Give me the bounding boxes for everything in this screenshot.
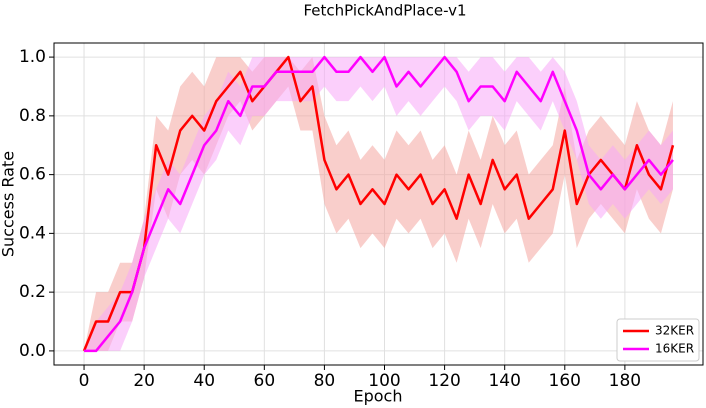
legend-label: 32KER	[655, 324, 694, 338]
plot-frame	[53, 42, 704, 366]
y-tick-label: 0.0	[19, 341, 46, 361]
x-tick-label: 100	[368, 371, 400, 391]
y-tick-label: 0.8	[19, 106, 46, 126]
x-tick-label: 40	[193, 371, 215, 391]
y-tick-label: 0.4	[19, 223, 46, 243]
x-tick-label: 180	[609, 371, 641, 391]
x-axis-label: Epoch	[354, 387, 403, 406]
x-tick-label: 60	[254, 371, 276, 391]
x-tick-label: 20	[133, 371, 155, 391]
series-line	[84, 55, 674, 353]
y-axis-label: Success Rate	[0, 151, 18, 257]
std-band	[84, 57, 673, 351]
y-tick-label: 0.6	[19, 165, 46, 185]
y-tick-label: 0.2	[19, 282, 46, 302]
x-tick-label: 140	[488, 371, 520, 391]
x-tick-label: 80	[314, 371, 336, 391]
legend-label: 16KER	[655, 342, 694, 356]
series-line	[82, 55, 675, 352]
legend-box	[616, 318, 700, 362]
std-band	[84, 57, 673, 351]
x-tick-label: 120	[428, 371, 460, 391]
chart-title: FetchPickAndPlace-v1	[303, 2, 466, 20]
y-tick-label: 1.0	[19, 47, 46, 67]
x-tick-label: 0	[79, 371, 90, 391]
x-tick-label: 160	[549, 371, 581, 391]
